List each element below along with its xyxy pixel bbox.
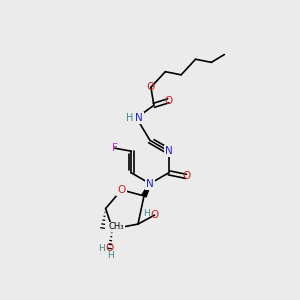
Polygon shape bbox=[142, 183, 151, 197]
Text: O: O bbox=[117, 185, 126, 195]
Text: H: H bbox=[98, 244, 104, 253]
Text: F: F bbox=[112, 143, 118, 153]
Text: N: N bbox=[135, 113, 143, 123]
Text: CH₃: CH₃ bbox=[109, 222, 124, 231]
Text: O: O bbox=[182, 171, 190, 182]
Text: O: O bbox=[150, 210, 159, 220]
Text: O: O bbox=[164, 96, 172, 106]
Text: H: H bbox=[143, 209, 149, 218]
Text: N: N bbox=[146, 178, 154, 189]
Text: N: N bbox=[165, 146, 172, 156]
Text: H: H bbox=[107, 251, 113, 260]
Text: O: O bbox=[105, 243, 114, 254]
Text: H: H bbox=[126, 113, 134, 123]
Text: O: O bbox=[147, 82, 155, 92]
